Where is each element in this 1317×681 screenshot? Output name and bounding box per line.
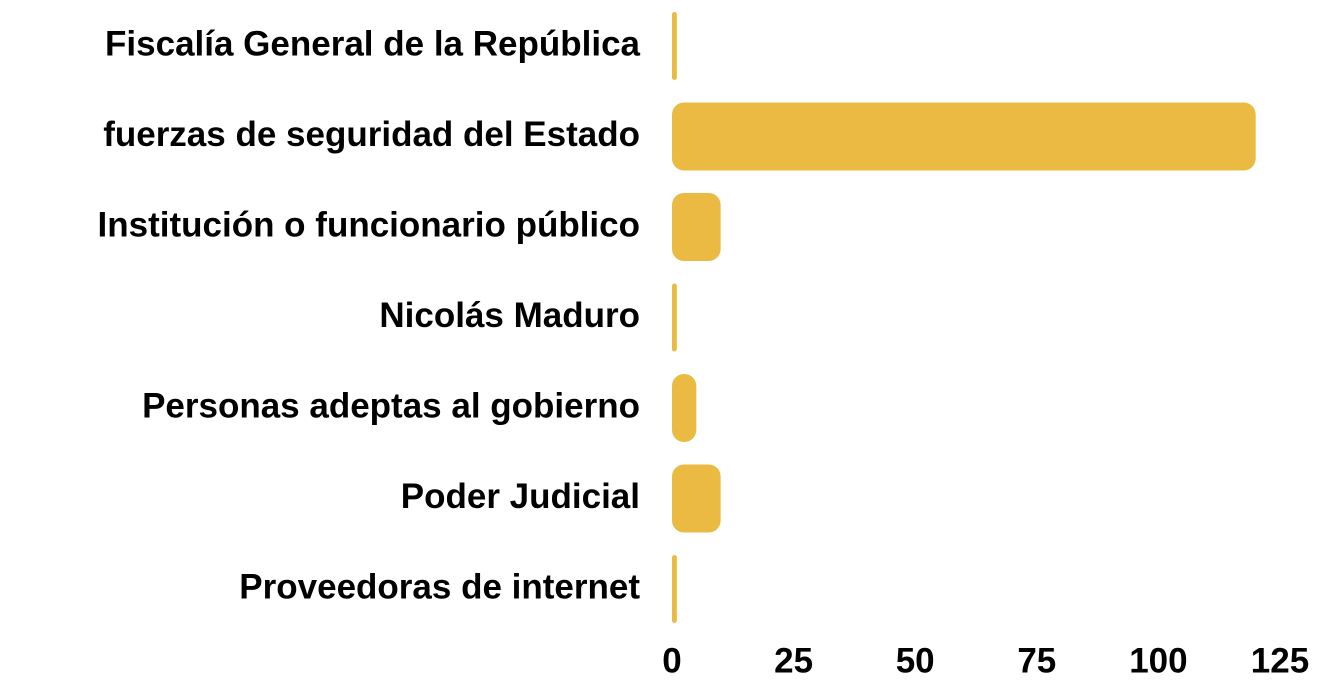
bar [672,12,677,80]
bar [672,464,721,533]
bar [672,374,697,442]
y-tick-label: Poder Judicial [401,477,640,516]
y-tick-label: fuerzas de seguridad del Estado [103,115,640,154]
x-tick-label: 0 [662,641,681,680]
y-tick-label: Nicolás Maduro [379,296,640,335]
x-tick-label: 125 [1251,641,1309,680]
y-tick-label: Personas adeptas al gobierno [142,386,640,425]
bar [672,193,721,261]
y-tick-label: Proveedoras de internet [239,567,640,606]
bar [672,283,677,352]
bar [672,555,677,623]
bar [672,102,1256,171]
x-tick-label: 100 [1129,641,1187,680]
y-tick-label: Fiscalía General de la República [105,24,640,63]
y-tick-label: Institución o funcionario público [98,205,640,244]
x-tick-label: 75 [1017,641,1056,680]
x-tick-label: 25 [774,641,813,680]
x-tick-label: 50 [896,641,935,680]
